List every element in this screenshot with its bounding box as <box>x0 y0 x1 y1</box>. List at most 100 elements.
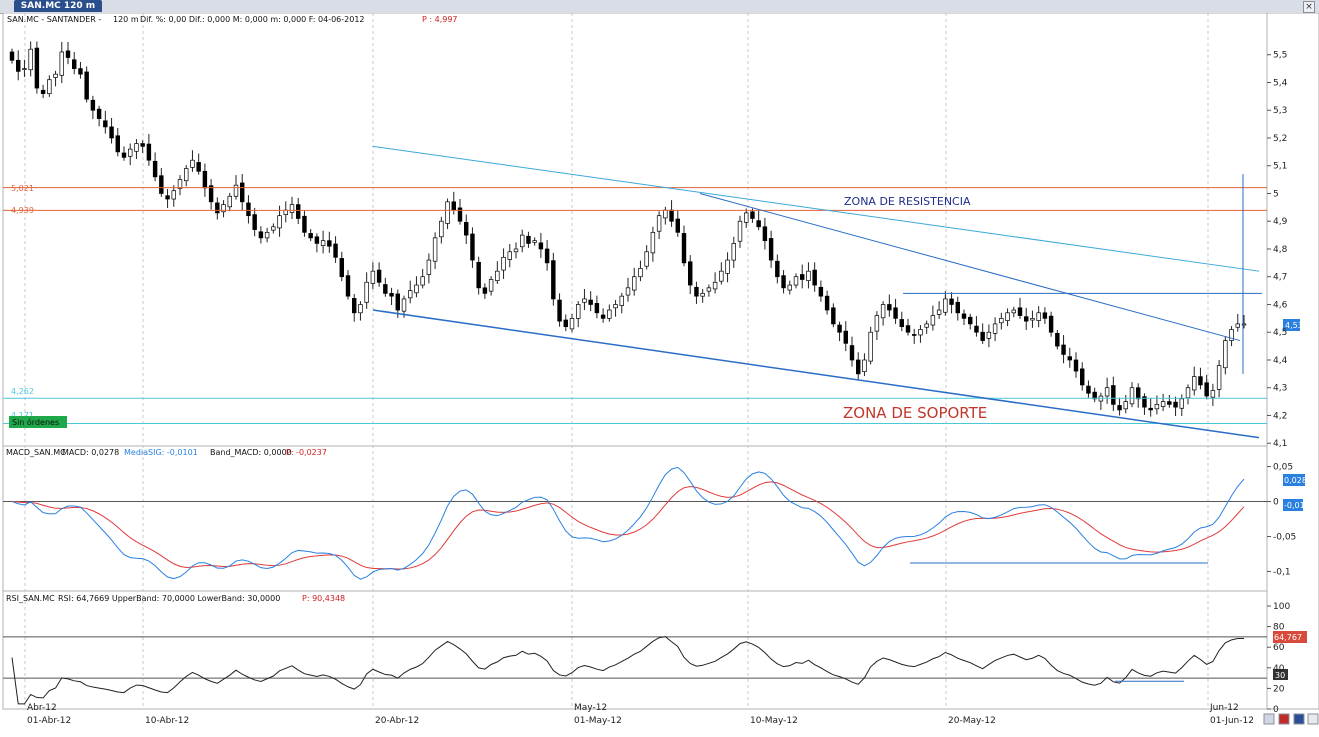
candle-body <box>28 48 33 71</box>
tab-bar: SAN.MC 120 m × <box>0 0 1319 14</box>
candle-body <box>656 215 662 232</box>
candle-body <box>706 287 712 292</box>
price-header-stats: Dif. %: 0,00 Dif.: 0,000 M: 0,000 m: 0,0… <box>140 15 365 24</box>
candle-body <box>968 316 973 325</box>
candle-body <box>364 281 369 303</box>
close-icon[interactable]: × <box>1303 1 1315 13</box>
price-axis-tick-label: 5,3 <box>1273 106 1287 116</box>
candle-body <box>1229 329 1234 341</box>
candle-body <box>395 293 400 311</box>
candle-body <box>638 268 643 278</box>
candle-body <box>781 275 786 289</box>
candle-body <box>271 226 276 231</box>
candle-body <box>240 182 245 203</box>
x-tick-label: 20-May-12 <box>948 716 996 726</box>
trend-line-mid <box>699 193 1241 342</box>
chart-canvas[interactable]: SAN.MC - SANTANDER - 120 m Dif. %: 0,00 … <box>0 13 1319 737</box>
candle-body <box>1030 318 1035 321</box>
candle-body <box>1198 376 1203 386</box>
candle-body <box>327 240 332 247</box>
candle-body <box>464 221 469 236</box>
rsi-header-name: RSI_SAN.MC <box>6 594 55 603</box>
x-month-label: May-12 <box>574 703 607 713</box>
level-4939-label: 4,939 <box>11 206 34 215</box>
candle-body <box>1210 390 1216 398</box>
candle-body <box>389 293 394 297</box>
candle-body <box>526 235 531 244</box>
macd-header-name: MACD_SAN.MC <box>6 448 66 457</box>
level-4171-label: 4,171 <box>11 411 34 420</box>
settings-icon[interactable] <box>1263 713 1275 725</box>
candle-body <box>252 214 257 230</box>
candle-body <box>264 231 270 239</box>
candle-body <box>1011 309 1016 314</box>
candle-body <box>171 190 176 200</box>
candle-body <box>862 359 867 372</box>
candle-body <box>345 275 351 297</box>
candle-body <box>1160 401 1166 407</box>
candle-body <box>980 331 985 341</box>
rsi-axis-tick-label: 0 <box>1273 705 1279 715</box>
candle-body <box>588 299 593 305</box>
candle-body <box>569 318 575 330</box>
macd-axis-tick-label: 0 <box>1273 498 1279 508</box>
rsi-line <box>11 636 1244 705</box>
candle-body <box>551 260 556 300</box>
candle-body <box>22 68 27 70</box>
candle-body <box>470 233 475 261</box>
no-orders-label: Sin órdenes <box>12 417 59 427</box>
candle-body <box>90 99 96 111</box>
candle-body <box>227 195 232 208</box>
candle-body <box>184 168 189 182</box>
rsi-lower-badge: 30 <box>1275 671 1285 680</box>
x-tick-label: 20-Abr-12 <box>375 716 419 726</box>
candle-body <box>582 298 587 303</box>
price-axis-tick-label: 5,5 <box>1273 51 1287 61</box>
candle-body <box>688 261 693 286</box>
candle-body <box>775 260 780 278</box>
candle-body <box>308 233 313 239</box>
candle-body <box>1073 359 1079 372</box>
last-price-badge: 4,53 <box>1285 321 1303 330</box>
candle-body <box>632 276 637 291</box>
candle-body <box>893 307 898 319</box>
candle-body <box>818 286 824 297</box>
candle-body <box>887 304 892 311</box>
candle-body <box>439 220 444 238</box>
macd-header-macd: MACD: 0,0278 <box>62 448 119 457</box>
candle-body <box>1042 312 1048 319</box>
candle-body <box>619 295 624 306</box>
candle-body <box>768 238 774 261</box>
candle-body <box>96 108 102 119</box>
candle-body <box>1129 387 1135 405</box>
candle-body <box>918 329 923 336</box>
signal-value-badge: -0,01 <box>1284 501 1305 510</box>
candle-body <box>302 215 307 233</box>
x-month-label: Abr-12 <box>27 703 57 713</box>
candle-body <box>557 299 562 322</box>
candle-body <box>16 59 21 72</box>
candle-body <box>165 195 170 200</box>
candle-body <box>482 287 488 294</box>
tab-san-mc-120m[interactable]: SAN.MC 120 m <box>14 0 102 12</box>
macd-axis-tick-label: -0,05 <box>1273 532 1296 542</box>
candle-body <box>420 276 425 286</box>
save-icon[interactable] <box>1293 713 1305 725</box>
candle-body <box>476 261 481 289</box>
maximize-icon[interactable] <box>1307 713 1319 725</box>
print-icon[interactable] <box>1278 713 1290 725</box>
candle-body <box>806 270 811 281</box>
candle-body <box>401 298 407 312</box>
price-axis <box>1266 13 1319 710</box>
candle-body <box>999 318 1004 324</box>
candle-body <box>134 143 139 152</box>
rsi-header-values: RSI: 64,7669 UpperBand: 70,0000 LowerBan… <box>58 594 280 603</box>
candle-body <box>408 290 413 299</box>
macd-header-band: Band_MACD: 0,0000 <box>210 448 292 457</box>
no-orders-badge[interactable] <box>9 416 67 428</box>
candle-body <box>650 231 656 254</box>
price-axis-tick-label: 5,1 <box>1273 162 1287 172</box>
candle-body <box>358 304 363 314</box>
macd-pane <box>2 445 1268 592</box>
candle-body <box>1048 315 1054 333</box>
